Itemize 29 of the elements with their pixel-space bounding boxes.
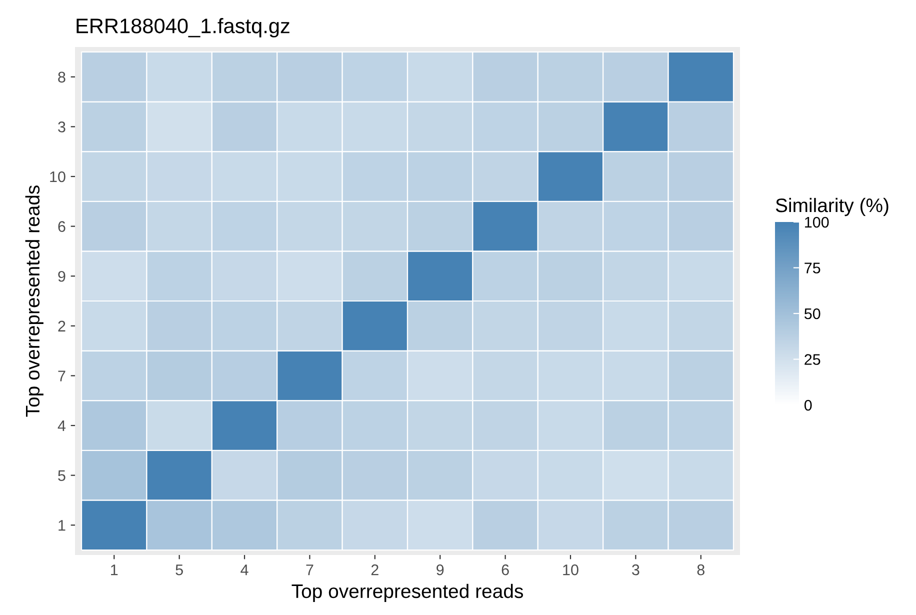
x-tick-label: 8 [697, 564, 704, 576]
y-tick-label: 4 [58, 420, 66, 432]
color-bar-title: Similarity (%) [776, 198, 888, 216]
x-axis-title: Top overrepresented reads [292, 584, 523, 602]
y-tick-label: 10 [50, 171, 66, 182]
x-tick-label: 10 [563, 564, 578, 576]
x-tick-label: 7 [306, 564, 314, 576]
color-bar-label: 0 [804, 400, 812, 411]
x-tick-label: 6 [502, 564, 509, 576]
y-tick-label: 5 [58, 470, 66, 481]
x-tick-label: 9 [436, 564, 444, 576]
y-tick-label: 6 [58, 221, 66, 232]
x-tick-label: 5 [176, 564, 183, 576]
x-tick-label: 2 [371, 564, 378, 576]
y-tick-label: 8 [58, 72, 66, 83]
x-tick-label: 4 [240, 564, 248, 576]
y-tick-label: 9 [58, 270, 66, 282]
y-tick-label: 3 [58, 122, 66, 132]
color-bar-label: 50 [804, 308, 820, 320]
y-tick-label: 7 [58, 370, 66, 382]
x-tick-label: 3 [632, 564, 640, 576]
chart-title: ERR188040_1.fastq.gz [76, 18, 290, 38]
color-bar-label: 75 [804, 262, 820, 274]
color-bar-label: 25 [804, 354, 820, 365]
y-tick-label: 1 [58, 520, 66, 531]
y-axis-title: Top overrepresented reads [25, 186, 44, 417]
x-tick-label: 1 [111, 564, 118, 576]
color-bar-label: 100 [805, 216, 829, 228]
y-tick-label: 2 [58, 320, 66, 332]
